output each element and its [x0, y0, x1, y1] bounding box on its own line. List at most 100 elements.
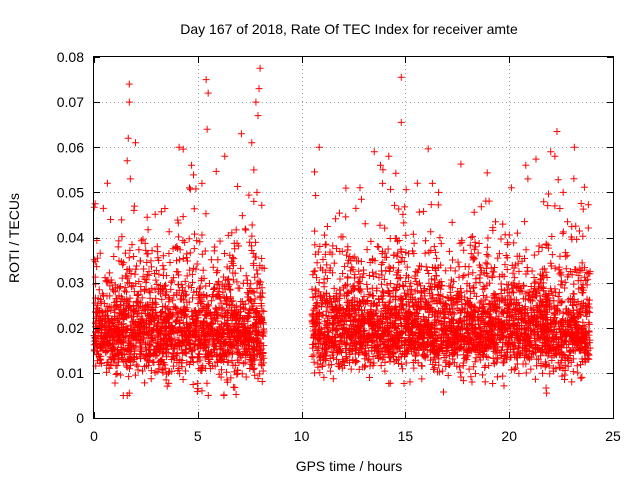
data-point	[400, 219, 408, 227]
data-point	[186, 249, 194, 257]
data-point	[491, 339, 499, 347]
data-point	[457, 160, 465, 168]
data-point	[186, 361, 194, 369]
data-point	[418, 351, 426, 359]
data-point	[389, 264, 397, 272]
data-point	[203, 312, 211, 320]
data-point	[413, 306, 421, 314]
data-point	[422, 237, 430, 245]
data-point	[249, 328, 257, 336]
data-point	[210, 349, 218, 357]
data-point	[500, 309, 508, 317]
data-point	[526, 296, 534, 304]
data-point	[576, 267, 584, 275]
data-point	[311, 267, 319, 275]
data-point	[196, 285, 204, 293]
data-point	[418, 375, 426, 383]
data-point	[425, 326, 433, 334]
data-point	[201, 329, 209, 337]
data-point	[567, 233, 575, 241]
data-point	[424, 338, 432, 346]
data-point	[124, 134, 132, 142]
data-point	[336, 360, 344, 368]
data-point	[515, 369, 523, 377]
data-point	[460, 246, 468, 254]
data-point	[434, 307, 442, 315]
data-point	[518, 349, 526, 357]
data-point	[571, 334, 579, 342]
data-point	[411, 274, 419, 282]
data-point	[171, 303, 179, 311]
data-point	[315, 143, 323, 151]
data-point	[243, 289, 251, 297]
data-point	[484, 234, 492, 242]
data-point	[149, 298, 157, 306]
data-point	[198, 231, 206, 239]
data-point	[383, 329, 391, 337]
data-point	[433, 284, 441, 292]
data-point	[141, 363, 149, 371]
data-point	[132, 324, 140, 332]
data-point	[152, 276, 160, 284]
data-point	[196, 350, 204, 358]
data-point	[182, 367, 190, 375]
data-point	[130, 288, 138, 296]
data-point	[202, 282, 210, 290]
data-point	[332, 334, 340, 342]
data-point	[246, 238, 254, 246]
data-point	[125, 98, 133, 106]
data-point	[403, 263, 411, 271]
data-point	[494, 330, 502, 338]
data-point	[188, 353, 196, 361]
data-point	[123, 266, 131, 274]
data-point	[586, 336, 594, 344]
data-point	[144, 328, 152, 336]
data-point	[111, 379, 119, 387]
data-point	[343, 288, 351, 296]
data-point	[161, 204, 169, 212]
data-point	[172, 316, 180, 324]
data-point	[97, 298, 105, 306]
data-point	[208, 315, 216, 323]
data-point	[136, 342, 144, 350]
data-point	[358, 306, 366, 314]
data-point	[237, 264, 245, 272]
data-point	[139, 273, 147, 281]
data-point	[189, 294, 197, 302]
data-point	[492, 358, 500, 366]
data-point	[122, 288, 130, 296]
data-point	[406, 340, 414, 348]
data-point	[486, 323, 494, 331]
data-point	[141, 379, 149, 387]
data-point	[231, 269, 239, 277]
data-point	[108, 316, 116, 324]
data-point	[260, 327, 268, 335]
data-point	[342, 251, 350, 259]
data-point	[377, 323, 385, 331]
data-point	[174, 280, 182, 288]
data-point	[216, 351, 224, 359]
data-point	[115, 237, 123, 245]
data-point	[235, 322, 243, 330]
data-point	[515, 267, 523, 275]
data-point	[355, 305, 363, 313]
data-point	[423, 267, 431, 275]
data-point	[442, 344, 450, 352]
data-point	[470, 208, 478, 216]
data-point	[381, 304, 389, 312]
data-point	[119, 261, 127, 269]
data-point	[521, 340, 529, 348]
data-point	[91, 334, 99, 342]
data-point	[451, 267, 459, 275]
data-point	[124, 356, 132, 364]
data-point	[246, 323, 254, 331]
data-point	[179, 255, 187, 263]
data-point	[131, 270, 139, 278]
data-point	[194, 291, 202, 299]
data-point	[195, 340, 203, 348]
data-point	[240, 360, 248, 368]
data-point	[122, 272, 130, 280]
data-point	[211, 284, 219, 292]
data-point	[144, 362, 152, 370]
data-point	[441, 321, 449, 329]
